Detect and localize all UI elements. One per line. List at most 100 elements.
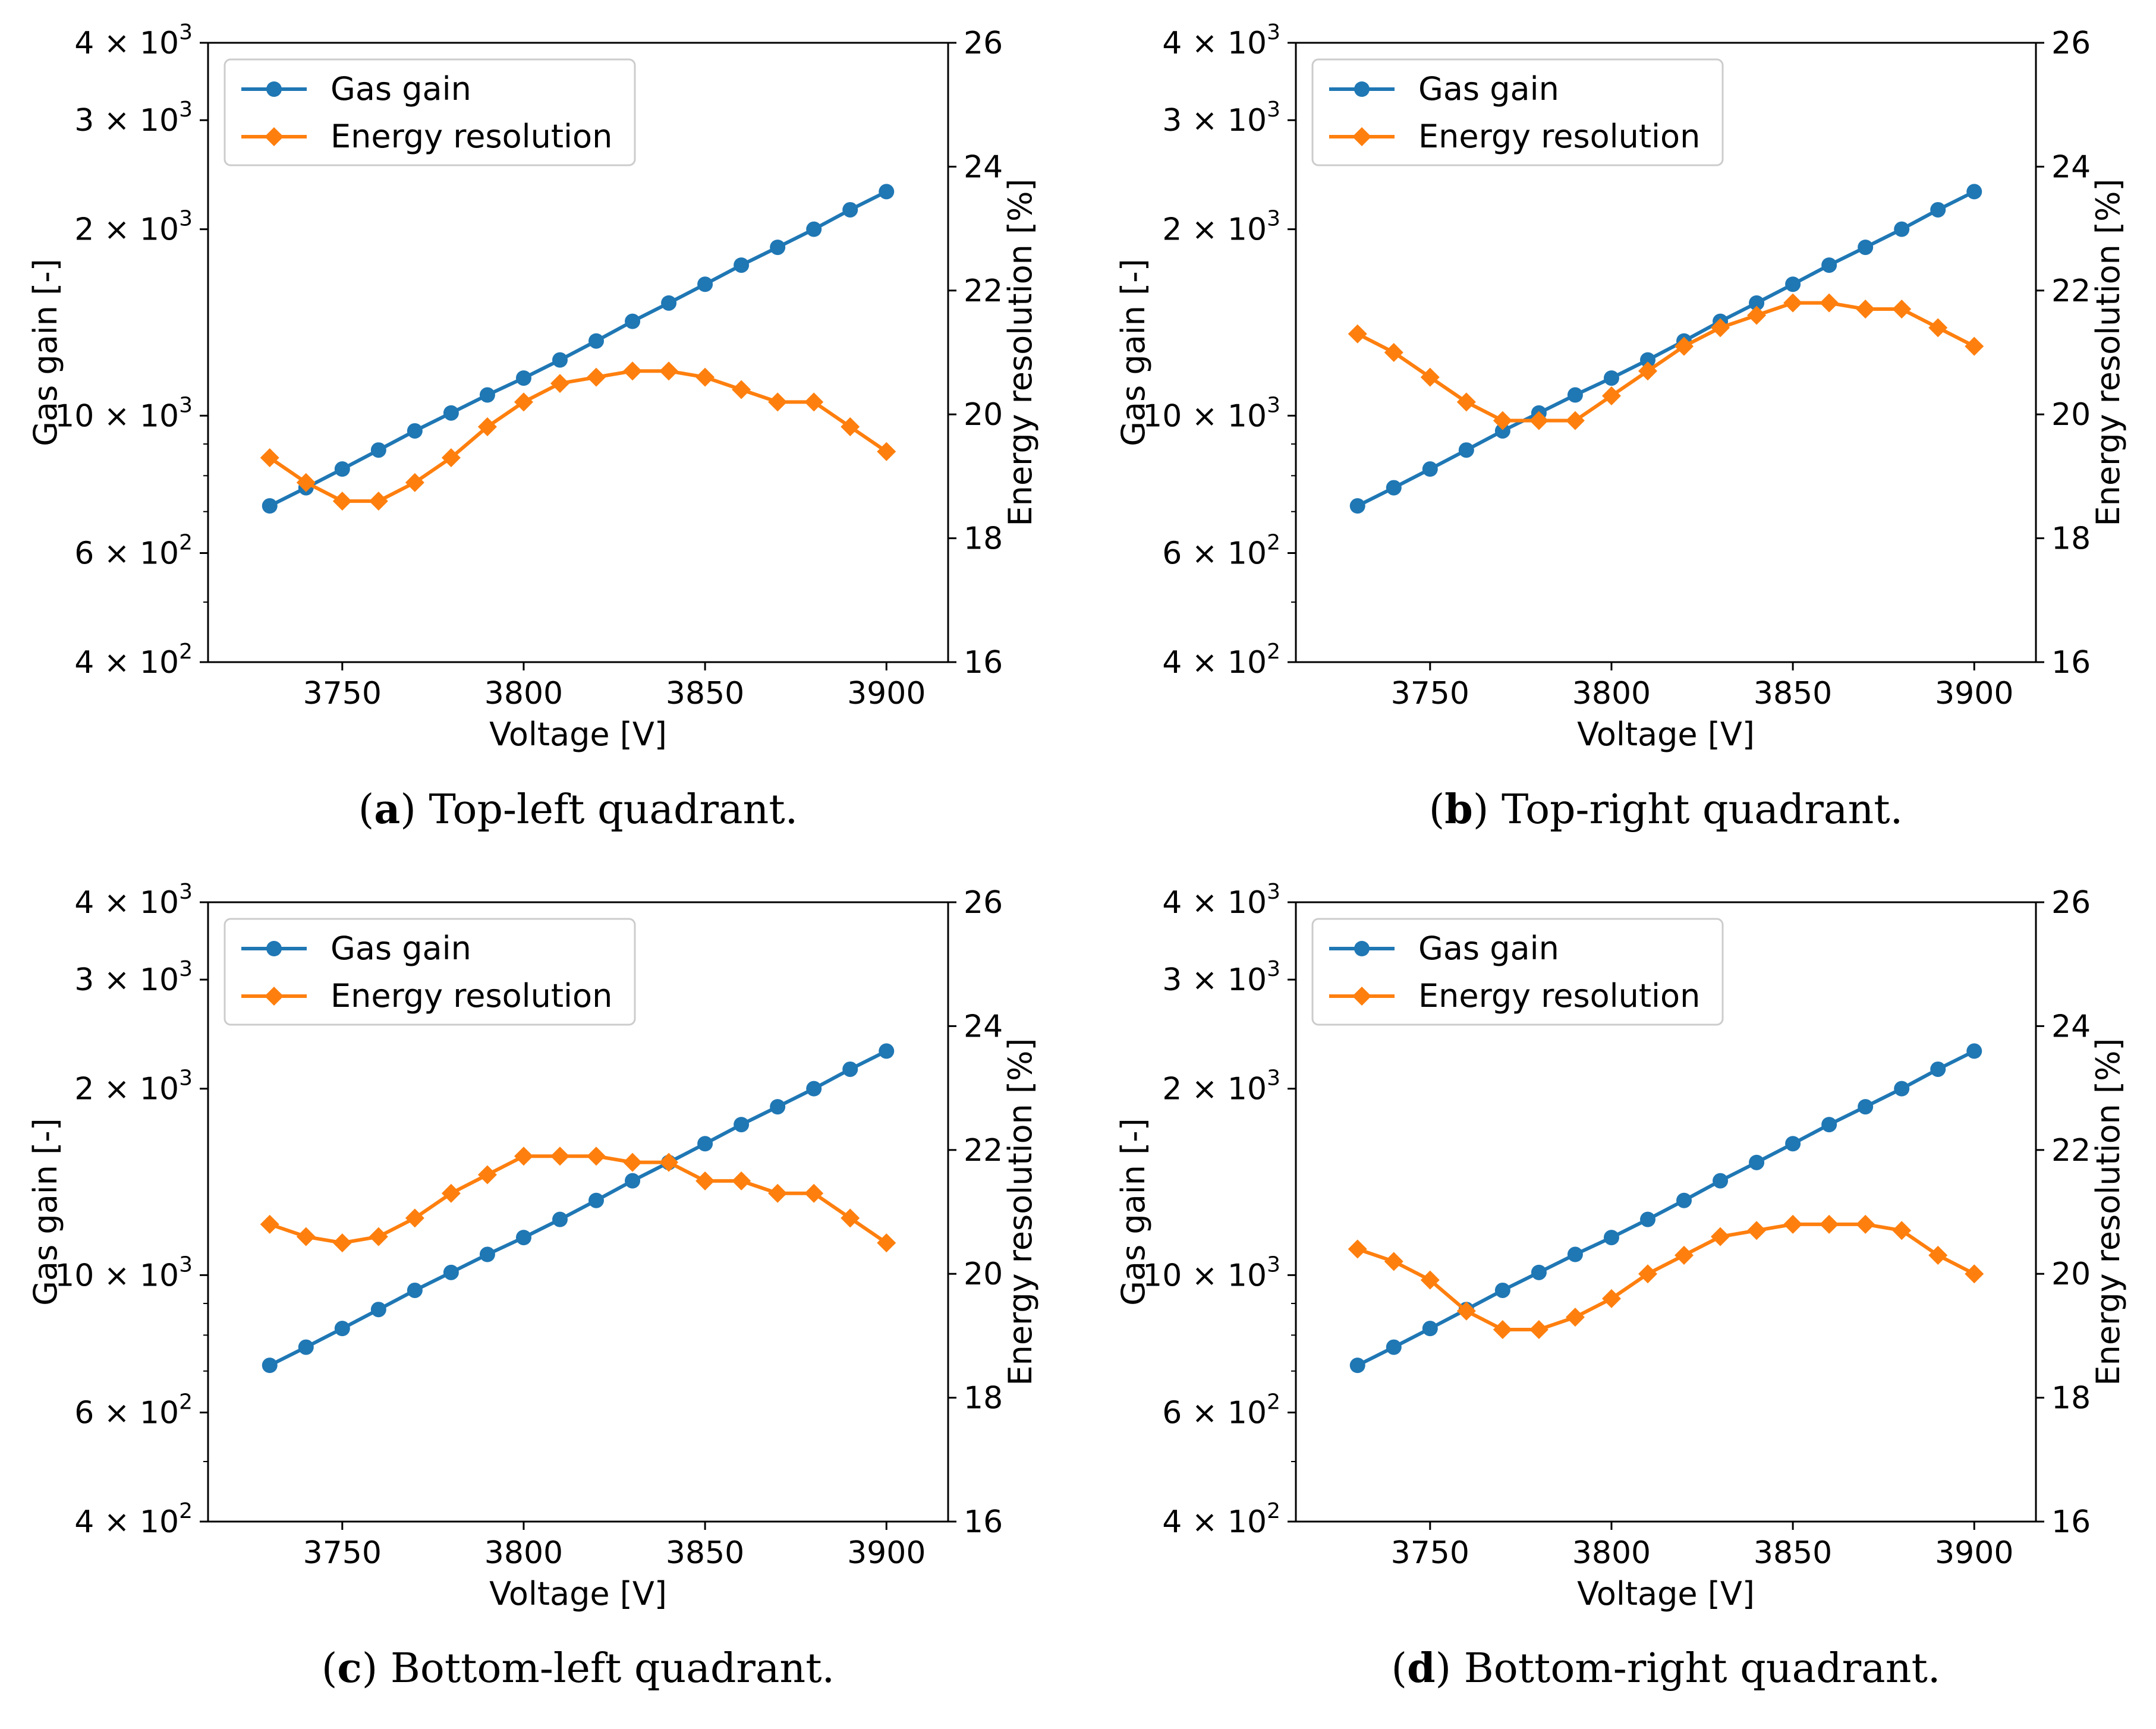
gas-gain-point — [1494, 423, 1510, 439]
y-tick-times: × — [1182, 962, 1227, 998]
figure-caption: (b) Top-right quadrant. — [1429, 786, 1903, 833]
legend-label: Gas gain — [1418, 70, 1559, 108]
energy-resolution-point — [804, 392, 824, 412]
plot-frame — [207, 42, 949, 663]
figure-caption: (d) Bottom-right quadrant. — [1392, 1645, 1941, 1692]
y-tick-base: 10 — [140, 212, 179, 248]
y-tick-exponent: 3 — [1267, 880, 1280, 904]
y-tick-exponent: 3 — [1267, 97, 1280, 122]
legend: Gas gain Energy resolution — [224, 918, 636, 1026]
y-tick-label: 4 × 102 — [74, 640, 193, 681]
y-tick-exponent: 2 — [1267, 531, 1280, 555]
y-tick-exponent: 3 — [1267, 1066, 1280, 1091]
gas-gain-point — [443, 1264, 459, 1280]
y-tick-label: 6 × 102 — [1162, 531, 1280, 572]
caption-letter: a — [374, 786, 400, 833]
y-tick-base: 10 — [140, 398, 179, 434]
energy-resolution-point — [768, 1183, 788, 1203]
gas-gain-point — [334, 461, 350, 477]
y-tick-base: 10 — [140, 1504, 179, 1540]
energy-resolution-point — [550, 374, 569, 393]
caption-paren-open: ( — [1429, 786, 1445, 833]
caption-paren-close: ) — [1436, 1645, 1452, 1692]
x-tick-label: 3900 — [847, 676, 926, 711]
energy-resolution-point — [623, 1152, 643, 1172]
energy-resolution-point — [695, 1171, 715, 1191]
figure-caption: (c) Bottom-left quadrant. — [322, 1645, 835, 1692]
x-axis-label: Voltage [V] — [489, 1575, 667, 1613]
legend-marker-circle — [266, 941, 282, 956]
y-tick-exponent: 2 — [1267, 640, 1280, 664]
energy-resolution-line — [269, 369, 887, 503]
y-tick-times: × — [1182, 1072, 1227, 1107]
legend-label: Energy resolution — [1418, 977, 1700, 1015]
y2-tick-label: 18 — [964, 1381, 1003, 1416]
caption-text: Top-left quadrant. — [416, 786, 798, 833]
caption-text: Bottom-left quadrant. — [377, 1645, 835, 1692]
plot-frame — [1295, 901, 2037, 1523]
y-tick-exponent: 3 — [179, 1252, 193, 1277]
y-tick-exponent: 3 — [1267, 1252, 1280, 1277]
gas-gain-point — [1966, 1043, 1982, 1059]
y-tick-times: × — [94, 962, 140, 998]
gas-gain-point — [479, 1246, 495, 1262]
y-tick-base: 10 — [140, 962, 179, 998]
gas-gain-point — [298, 1339, 314, 1355]
legend-label: Energy resolution — [331, 977, 612, 1015]
y-tick-times: × — [1182, 645, 1227, 681]
energy-resolution-point — [1747, 1221, 1767, 1240]
y-tick-base: 10 — [1227, 103, 1267, 138]
energy-resolution-point — [550, 1147, 569, 1166]
gas-gain-point — [806, 221, 822, 237]
y2-axis-label: Energy resolution [%] — [2089, 179, 2127, 527]
gas-gain-point — [443, 405, 459, 421]
energy-resolution-point — [1565, 411, 1585, 430]
x-tick-label: 3800 — [1572, 676, 1651, 711]
y-tick-times: × — [94, 1396, 140, 1431]
y2-tick-label: 18 — [964, 521, 1003, 557]
x-tick-label: 3750 — [303, 1535, 382, 1571]
y-axis-label: Gas gain [-] — [1115, 1118, 1152, 1306]
y2-tick-label: 16 — [2051, 1504, 2091, 1540]
gas-gain-line — [269, 190, 887, 508]
y-tick-times: × — [94, 1504, 140, 1540]
y-tick-exponent: 3 — [179, 393, 193, 417]
gas-gain-point — [552, 1211, 568, 1227]
y-tick-mantissa: 4 — [1162, 885, 1182, 921]
caption-paren-open: ( — [1392, 1645, 1408, 1692]
y-tick-times: × — [94, 212, 140, 248]
energy-resolution-point — [877, 442, 896, 461]
gas-gain-point — [661, 295, 677, 311]
plot-frame — [207, 901, 949, 1523]
y-tick-exponent: 2 — [1267, 1390, 1280, 1415]
energy-resolution-point — [1965, 1264, 1984, 1284]
energy-resolution-point — [1638, 361, 1657, 381]
y-tick-label: 3 × 103 — [74, 957, 193, 998]
gas-gain-point — [407, 423, 423, 439]
gas-gain-point — [697, 276, 713, 292]
gas-gain-point — [1603, 1230, 1619, 1246]
x-tick-label: 3850 — [1754, 676, 1832, 711]
gas-gain-line — [1356, 1049, 1975, 1367]
energy-resolution-point — [1711, 318, 1730, 338]
gas-gain-point — [625, 313, 641, 329]
legend-box — [224, 58, 636, 166]
gas-gain-point — [1422, 461, 1438, 477]
legend-marker-diamond — [1352, 987, 1371, 1006]
energy-resolution-point — [477, 417, 497, 437]
y-tick-times: × — [94, 645, 140, 681]
y-tick-times: × — [1182, 103, 1227, 138]
energy-resolution-point — [1783, 1214, 1803, 1234]
gas-gain-point — [588, 1192, 605, 1208]
legend-label: Energy resolution — [1418, 118, 1700, 155]
gas-gain-point — [1531, 1264, 1547, 1280]
y-tick-label: 2 × 103 — [74, 207, 193, 248]
y-tick-mantissa: 2 — [1162, 1072, 1182, 1107]
y-tick-label: 4 × 103 — [74, 20, 193, 61]
y-tick-times: × — [94, 885, 140, 921]
gas-gain-point — [1676, 1192, 1692, 1208]
y-tick-base: 10 — [1227, 1504, 1267, 1540]
y-tick-exponent: 3 — [1267, 20, 1280, 45]
